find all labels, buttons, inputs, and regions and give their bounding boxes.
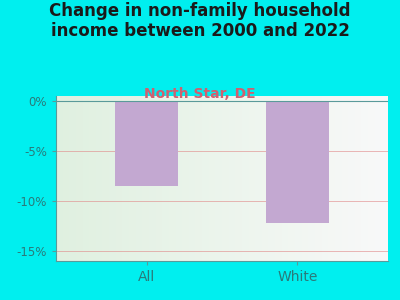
Bar [69,96,76,261]
Bar [255,96,262,261]
Bar [89,96,96,261]
Bar [102,96,109,261]
Bar [235,96,242,261]
Bar [222,96,229,261]
Bar [381,96,388,261]
Bar [308,96,315,261]
Bar [189,96,196,261]
Bar [242,96,248,261]
Bar [335,96,342,261]
Bar [262,96,268,261]
Bar [248,96,255,261]
Bar [169,96,176,261]
Bar [368,96,375,261]
Bar [275,96,282,261]
Bar [96,96,102,261]
Bar [268,96,275,261]
Bar [322,96,328,261]
Bar [288,96,295,261]
Bar [315,96,322,261]
Bar [115,101,178,186]
Bar [56,96,63,261]
Bar [129,96,136,261]
Bar [229,96,235,261]
Bar [182,96,189,261]
Bar [375,96,381,261]
Bar [162,96,169,261]
Bar [63,96,69,261]
Bar [122,96,129,261]
Bar [355,96,362,261]
Bar [149,96,156,261]
Bar [362,96,368,261]
Text: North Star, DE: North Star, DE [144,87,256,101]
Text: Change in non-family household
income between 2000 and 2022: Change in non-family household income be… [49,2,351,40]
Bar [266,101,329,223]
Bar [156,96,162,261]
Bar [76,96,82,261]
Bar [328,96,335,261]
Bar [342,96,348,261]
Bar [209,96,215,261]
Bar [176,96,182,261]
Bar [202,96,209,261]
Bar [215,96,222,261]
Bar [348,96,355,261]
Bar [196,96,202,261]
Bar [142,96,149,261]
Bar [109,96,116,261]
Bar [116,96,122,261]
Bar [302,96,308,261]
Bar [295,96,302,261]
Bar [282,96,288,261]
Bar [136,96,142,261]
Bar [82,96,89,261]
